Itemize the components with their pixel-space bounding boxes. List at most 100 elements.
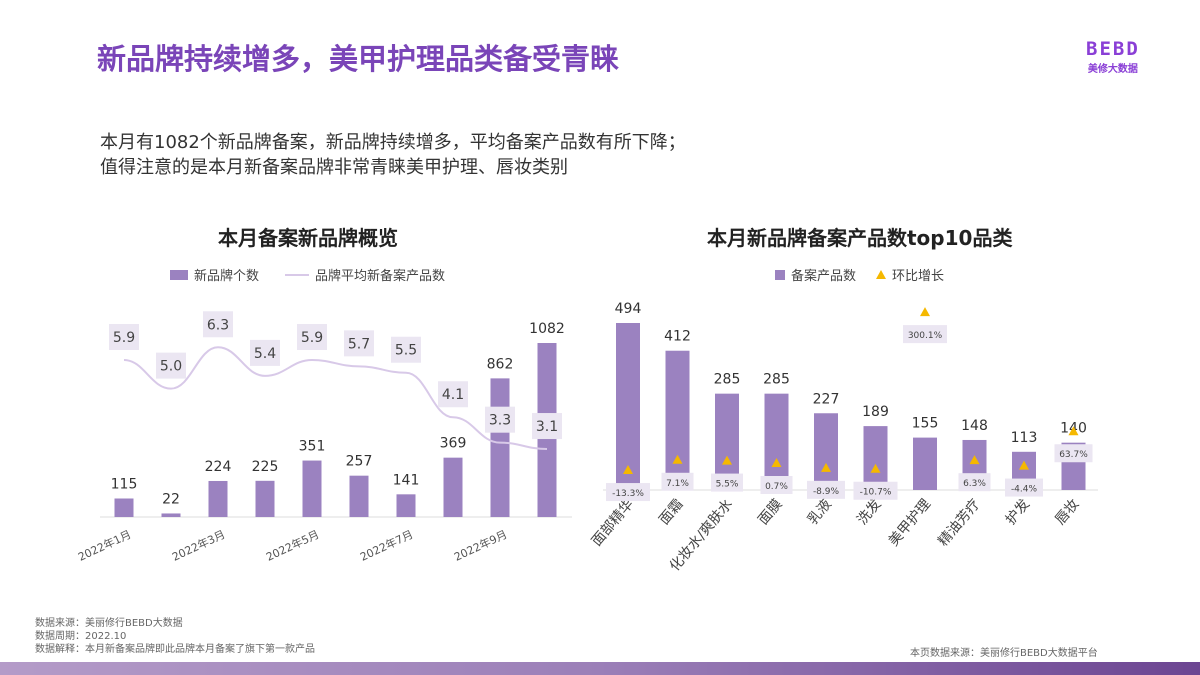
- line-value-label: 5.5: [395, 343, 417, 359]
- growth-label-box: [661, 472, 694, 491]
- growth-label-box: [711, 473, 743, 492]
- bar: [208, 480, 228, 517]
- growth-marker-icon: [920, 307, 930, 317]
- x-tick-label: 美甲护理: [886, 496, 934, 549]
- bar-value-label: 141: [393, 472, 420, 488]
- growth-label-box: [958, 473, 991, 492]
- line-value-label: 5.7: [348, 336, 370, 352]
- line-value-label: 5.9: [113, 330, 135, 346]
- growth-label-box: [853, 481, 898, 500]
- line-value-label: 5.4: [254, 346, 276, 362]
- growth-marker-icon: [870, 463, 881, 473]
- bottom-bar: [0, 662, 1200, 675]
- line-label-box: [485, 406, 515, 433]
- growth-label-box: [807, 480, 845, 499]
- line-label-box: [344, 330, 374, 357]
- bar: [814, 413, 838, 490]
- legend-label: 新品牌个数: [194, 269, 260, 284]
- summary-line: 本月有1082个新品牌备案，新品牌持续增多，平均备案产品数有所下降；: [100, 132, 686, 153]
- growth-value-label: 63.7%: [1059, 450, 1088, 460]
- footer-notes: 数据来源：美丽修行BEBD大数据 数据周期：2022.10 数据解释：本月新备案…: [35, 617, 315, 656]
- bar: [863, 426, 888, 490]
- triangle-legend-icon: [876, 270, 887, 279]
- left-chart-legend: 新品牌个数 品牌平均新备案产品数: [170, 265, 445, 284]
- bar: [764, 393, 789, 490]
- x-tick-label: 洗发: [854, 496, 884, 528]
- summary-text: 本月有1082个新品牌备案，新品牌持续增多，平均备案产品数有所下降； 值得注意的…: [100, 130, 686, 180]
- growth-value-label: 0.7%: [765, 482, 788, 492]
- line-value-label: 5.0: [160, 359, 182, 375]
- growth-marker-icon: [1068, 426, 1079, 436]
- x-tick-label: 精油芳疗: [935, 496, 984, 550]
- growth-label-box: [1054, 444, 1093, 463]
- line-label-box: [250, 339, 280, 366]
- bar: [396, 494, 416, 517]
- page-source: 本页数据来源：美丽修行BEBD大数据平台: [910, 648, 1098, 659]
- page-title: 新品牌持续增多，美甲护理品类备受青睐: [97, 42, 620, 76]
- bar-value-label: 285: [714, 372, 741, 388]
- bar-value-label: 494: [615, 301, 642, 317]
- bar-legend-swatch: [170, 269, 188, 280]
- line-value-label: 4.1: [442, 387, 464, 403]
- bar: [913, 437, 937, 490]
- footer-source: 数据来源：美丽修行BEBD大数据: [35, 618, 183, 629]
- bar-value-label: 412: [664, 329, 691, 345]
- bar-value-label: 148: [961, 418, 988, 434]
- growth-value-label: -4.4%: [1011, 485, 1038, 495]
- growth-label-box: [760, 476, 793, 494]
- line-value-label: 3.1: [536, 419, 558, 435]
- line-legend-swatch: [285, 273, 310, 276]
- line-value-label: 5.9: [301, 330, 323, 346]
- bar-value-label: 1082: [529, 321, 565, 337]
- line-label-box: [203, 311, 233, 338]
- x-tick-label: 2022年5月: [264, 527, 322, 564]
- bar: [349, 475, 369, 517]
- bar-value-label: 257: [346, 454, 373, 470]
- logo: BEBD 美修大数据: [1086, 38, 1140, 75]
- legend-label: 环比增长: [892, 269, 945, 284]
- summary-line: 值得注意的是本月新备案品牌非常青睐美甲护理、唇妆类别: [100, 157, 568, 178]
- series-line: [123, 346, 548, 451]
- x-tick-label: 2022年1月: [76, 527, 134, 564]
- legend-label: 品牌平均新备案产品数: [315, 269, 446, 284]
- bar-value-label: 369: [440, 436, 467, 452]
- growth-value-label: -10.7%: [860, 488, 892, 498]
- bar: [616, 323, 640, 490]
- bar: [114, 498, 134, 517]
- growth-marker-icon: [722, 455, 732, 465]
- bar-value-label: 351: [299, 439, 326, 455]
- line-label-box: [109, 324, 139, 350]
- growth-marker-icon: [672, 454, 683, 464]
- logo-mark: BEBD: [1086, 38, 1140, 60]
- right-chart-legend: 备案产品数 环比增长: [775, 265, 944, 284]
- bar-legend-swatch: [775, 269, 785, 280]
- growth-value-label: 300.1%: [908, 331, 943, 341]
- x-tick-label: 护发: [1003, 496, 1033, 528]
- line-label-box: [438, 381, 468, 408]
- bar-value-label: 225: [252, 459, 279, 475]
- bar-value-label: 113: [1011, 430, 1038, 446]
- growth-marker-icon: [1019, 460, 1029, 470]
- growth-marker-icon: [969, 455, 980, 465]
- legend-label: 备案产品数: [791, 269, 857, 284]
- bar-value-label: 224: [205, 459, 232, 475]
- x-tick-label: 面膜: [755, 496, 785, 528]
- footer-note: 数据解释：本月新备案品牌即此品牌本月备案了旗下第一款产品: [35, 644, 315, 655]
- bar-value-label: 285: [763, 372, 790, 388]
- bar-value-label: 115: [111, 477, 138, 493]
- growth-value-label: -13.3%: [612, 489, 644, 499]
- growth-marker-icon: [771, 458, 782, 467]
- bar-value-label: 22: [162, 491, 180, 507]
- x-tick-label: 2022年7月: [358, 527, 416, 564]
- bar: [665, 350, 690, 490]
- line-label-box: [532, 413, 562, 440]
- x-tick-label: 乳液: [805, 496, 835, 528]
- x-tick-label: 2022年3月: [170, 527, 228, 564]
- line-label-box: [391, 336, 421, 363]
- x-tick-label: 面霜: [656, 496, 686, 528]
- line-label-box: [297, 324, 327, 350]
- bar-value-label: 155: [912, 416, 939, 432]
- growth-value-label: 5.5%: [716, 480, 739, 490]
- x-tick-label: 2022年9月: [452, 527, 510, 564]
- growth-label-box: [1005, 478, 1043, 497]
